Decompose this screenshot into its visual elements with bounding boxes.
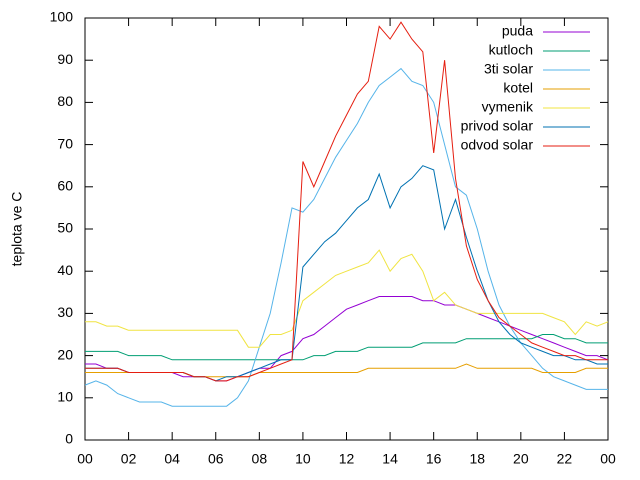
x-tick-label: 14 (382, 451, 398, 467)
x-tick-label: 08 (252, 451, 268, 467)
x-tick-label: 20 (513, 451, 529, 467)
x-tick-label: 06 (208, 451, 224, 467)
x-tick-label: 18 (469, 451, 485, 467)
x-tick-label: 02 (121, 451, 137, 467)
y-tick-label: 60 (57, 178, 73, 194)
y-tick-label: 90 (57, 51, 73, 67)
legend-label: privod solar (461, 118, 534, 134)
series-line (85, 249, 609, 348)
legend-label: odvod solar (461, 137, 534, 153)
x-tick-label: 16 (426, 451, 442, 467)
legend-label: 3ti solar (484, 61, 533, 77)
legend-label: vymenik (482, 99, 534, 115)
legend-label: kutloch (489, 42, 533, 58)
y-tick-label: 80 (57, 93, 73, 109)
legend-label: kotel (503, 80, 533, 96)
y-tick-label: 70 (57, 135, 73, 151)
series-line (85, 21, 608, 382)
y-tick-label: 10 (57, 389, 73, 405)
series-line (85, 334, 608, 361)
y-tick-label: 20 (57, 346, 73, 362)
x-tick-label: 10 (295, 451, 311, 467)
y-axis-label: teplota ve C (9, 192, 25, 267)
y-tick-label: 0 (65, 431, 73, 447)
plot-border (84, 17, 609, 441)
legend-label: puda (502, 23, 533, 39)
y-tick-label: 40 (57, 262, 73, 278)
y-tick-label: 50 (57, 220, 73, 236)
x-tick-label: 12 (339, 451, 355, 467)
y-tick-label: 30 (57, 304, 73, 320)
x-tick-label: 04 (164, 451, 180, 467)
x-tick-label: 22 (557, 451, 573, 467)
x-tick-label: 00 (600, 451, 616, 467)
y-tick-label: 100 (50, 9, 74, 25)
x-tick-label: 00 (77, 451, 93, 467)
